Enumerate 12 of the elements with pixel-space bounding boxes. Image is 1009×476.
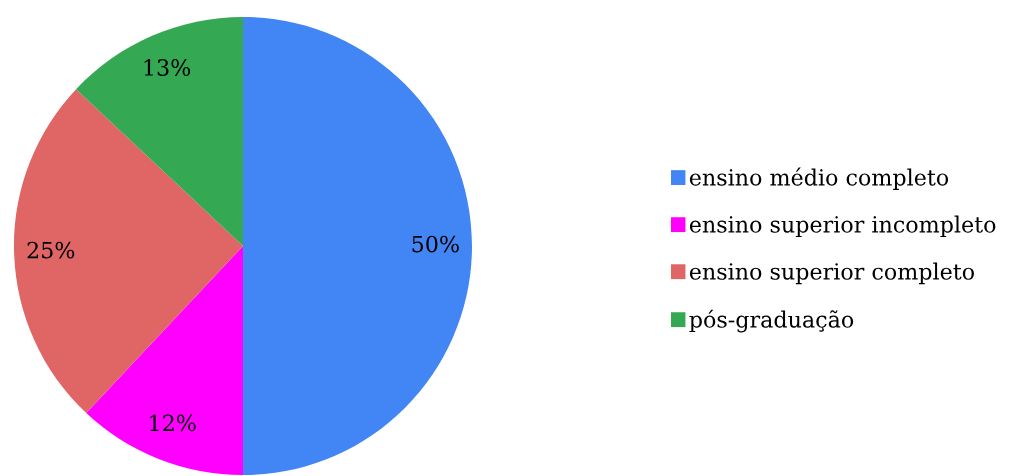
- legend-label: pós-graduação: [689, 309, 854, 333]
- legend-label: ensino superior completo: [689, 262, 974, 285]
- data-label: 12%: [150, 414, 196, 432]
- pie-slice: [14, 89, 243, 413]
- legend-label: ensino médio completo: [689, 167, 949, 190]
- data-label: 25%: [27, 241, 75, 259]
- legend-label: ensino superior incompleto: [689, 215, 996, 238]
- pie-slice: [86, 246, 243, 475]
- data-label: 13%: [144, 59, 191, 76]
- pie-slice: [76, 17, 243, 246]
- data-label: 50%: [412, 235, 459, 253]
- pie-slice: [243, 17, 472, 475]
